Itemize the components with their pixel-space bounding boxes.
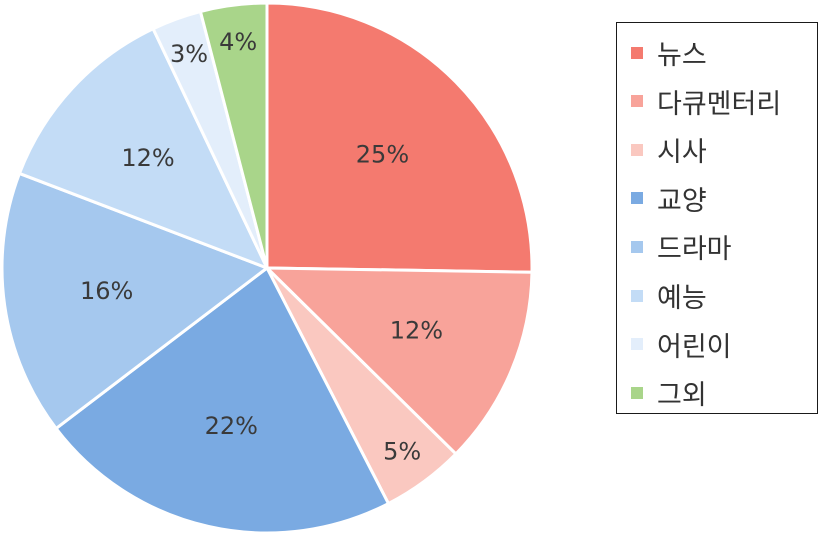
- data-label-3: 5%: [383, 438, 421, 466]
- data-label-6: 12%: [121, 144, 174, 172]
- pie-slice-1: [265, 1, 534, 274]
- legend-label: 뉴스: [657, 40, 707, 71]
- legend-swatch: [631, 289, 643, 302]
- legend-label: 시사: [657, 137, 707, 169]
- pie-chart: 25% 12% 5% 22% 16% 12% 3% 4%: [0, 1, 534, 535]
- legend-label: 예능: [657, 283, 707, 314]
- legend-swatch: [631, 386, 643, 399]
- legend-item: 어린이: [631, 325, 732, 364]
- legend-swatch: [631, 143, 643, 156]
- pie-slice-8: [198, 1, 269, 270]
- data-label-4: 22%: [205, 412, 258, 440]
- pie-slice-5: [0, 171, 269, 430]
- legend-swatch: [631, 46, 643, 59]
- legend-item: 드라마: [631, 227, 732, 266]
- pie-slice-4: [54, 266, 390, 535]
- pie-slice-2: [265, 266, 534, 456]
- legend-label: 다큐멘터리: [657, 88, 782, 120]
- legend-item: 뉴스: [631, 33, 707, 72]
- legend-item: 교양: [631, 179, 707, 218]
- legend-item: 시사: [631, 130, 707, 169]
- data-label-7: 3%: [170, 40, 208, 68]
- data-label-8: 4%: [219, 28, 257, 56]
- legend-swatch: [631, 240, 643, 253]
- legend-label: 드라마: [657, 234, 732, 266]
- data-label-2: 12%: [390, 317, 443, 345]
- data-label-5: 16%: [80, 277, 133, 305]
- legend-label: 그외: [657, 380, 707, 412]
- legend-label: 어린이: [657, 331, 732, 363]
- pie-slice-6: [17, 27, 269, 270]
- legend-label: 교양: [657, 185, 707, 217]
- legend-item: 다큐멘터리: [631, 82, 781, 121]
- legend-swatch: [631, 192, 643, 205]
- legend-item: 예능: [631, 276, 707, 315]
- data-label-1: 25%: [356, 140, 409, 168]
- legend-item: 그외: [631, 373, 707, 412]
- legend-swatch: [631, 338, 643, 351]
- legend-swatch: [631, 95, 643, 108]
